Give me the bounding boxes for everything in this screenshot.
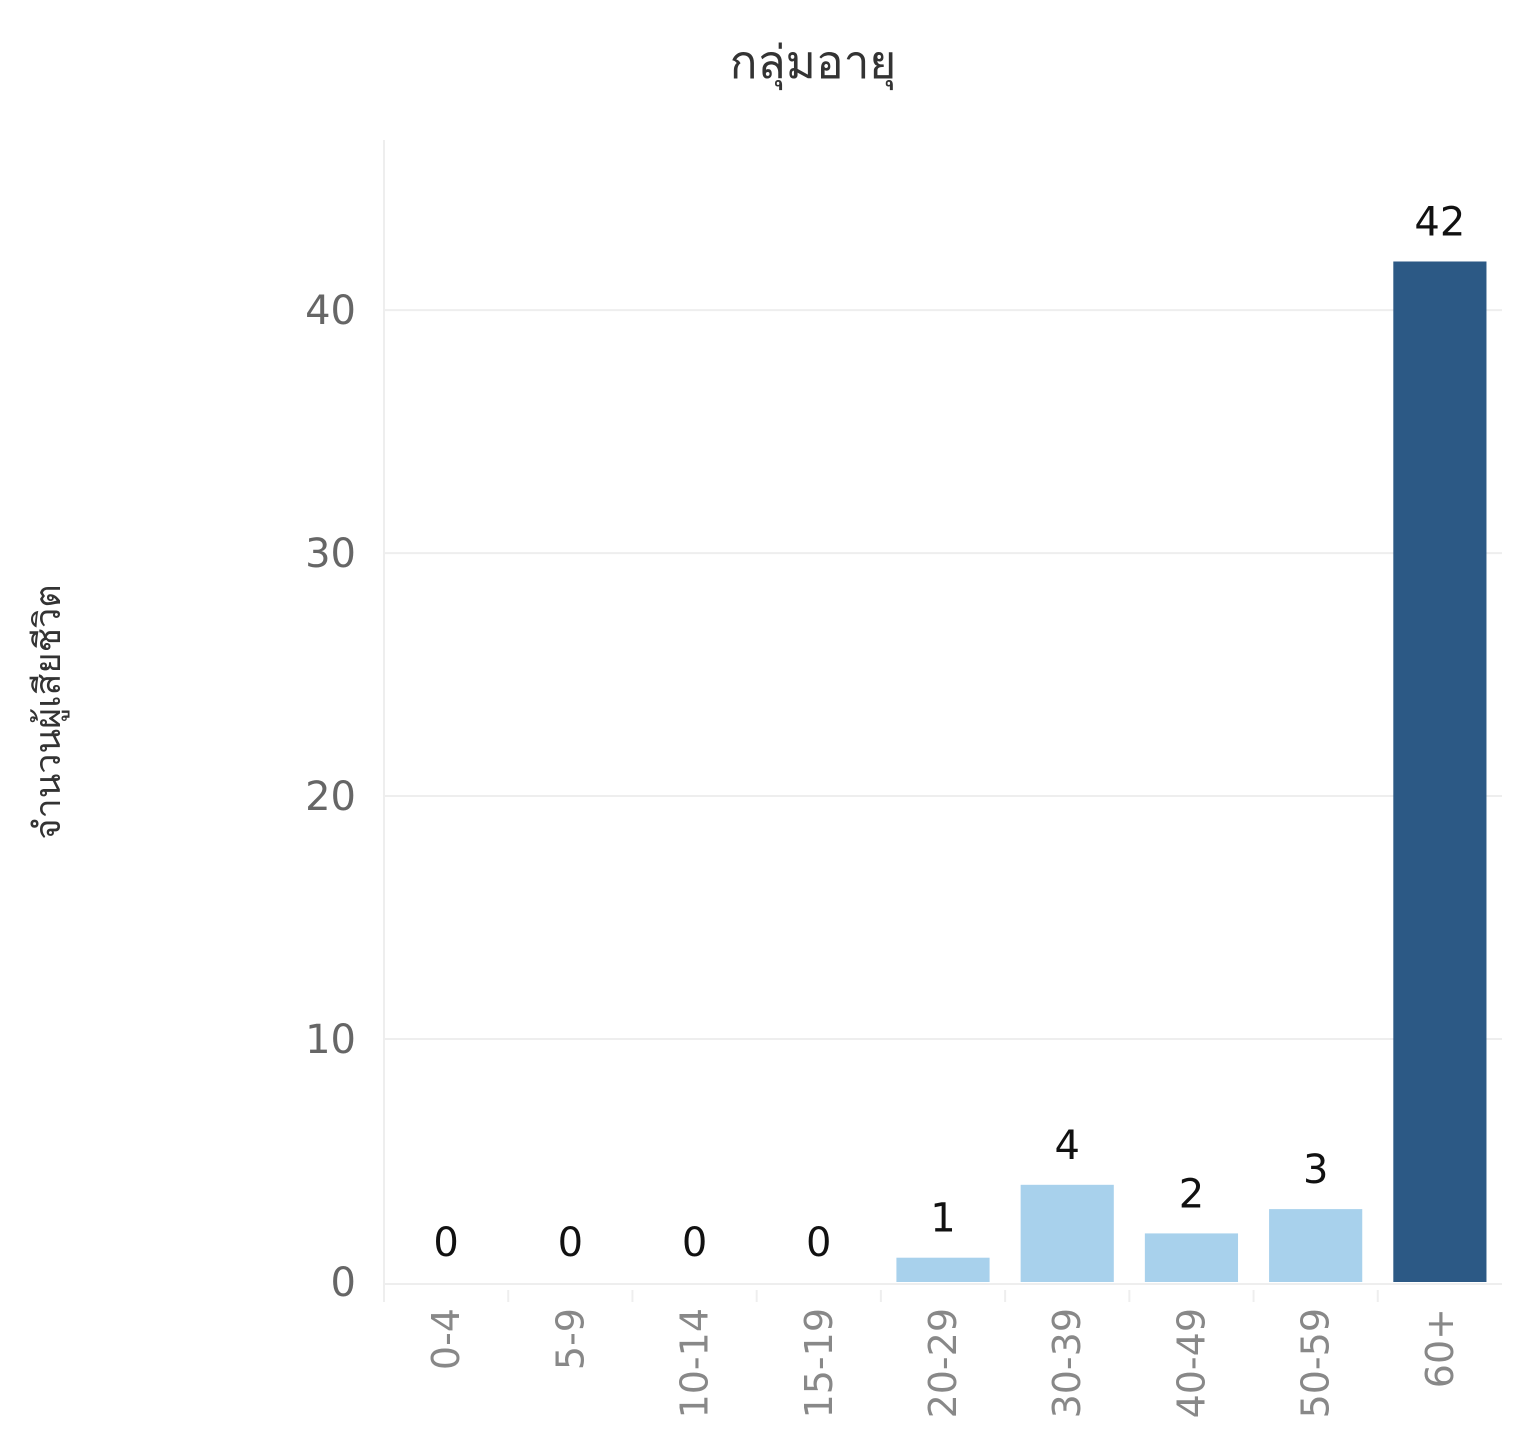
bar: [1144, 1233, 1239, 1282]
x-tick-label: 60+: [1418, 1308, 1462, 1388]
x-tick-label: 5-9: [548, 1308, 592, 1370]
bar: [1269, 1209, 1363, 1282]
y-tick-label: 30: [305, 531, 356, 577]
x-tick-label: 15-19: [797, 1308, 841, 1418]
y-axis-ticks: 0 10 20 30 40: [305, 288, 356, 1306]
data-label: 0: [806, 1220, 831, 1266]
data-label: 4: [1054, 1123, 1079, 1169]
gridlines: [384, 309, 1502, 1041]
y-axis-label: จำนวนผู้เสียชีวิต: [28, 584, 70, 839]
data-label: 0: [433, 1220, 458, 1266]
data-label: 0: [558, 1220, 583, 1266]
data-label: 42: [1414, 199, 1465, 245]
x-tick-label: 20-29: [921, 1308, 965, 1418]
y-tick-label: 0: [331, 1260, 356, 1306]
data-label: 0: [682, 1220, 707, 1266]
bar: [896, 1257, 990, 1282]
y-tick-label: 20: [305, 774, 356, 820]
x-tick-label: 0-4: [424, 1308, 468, 1370]
x-tick-label: 40-49: [1169, 1308, 1213, 1418]
data-label: 1: [930, 1196, 955, 1242]
y-tick-label: 40: [305, 288, 356, 334]
y-tick-label: 10: [305, 1017, 356, 1063]
bar: [1020, 1184, 1114, 1282]
x-tick-label: 10-14: [673, 1308, 717, 1418]
chart-title: กลุ่มอายุ: [730, 35, 897, 91]
bars: [896, 261, 1487, 1282]
data-label: 2: [1179, 1171, 1204, 1217]
data-label: 3: [1303, 1147, 1328, 1193]
x-axis-ticks: 0-4 5-9 10-14 15-19 20-29 30-39 40-49 50-59 60+: [383, 1290, 1462, 1418]
x-tick-label: 50-59: [1294, 1308, 1338, 1418]
bar: [1393, 261, 1487, 1282]
x-tick-label: 30-39: [1045, 1308, 1089, 1418]
